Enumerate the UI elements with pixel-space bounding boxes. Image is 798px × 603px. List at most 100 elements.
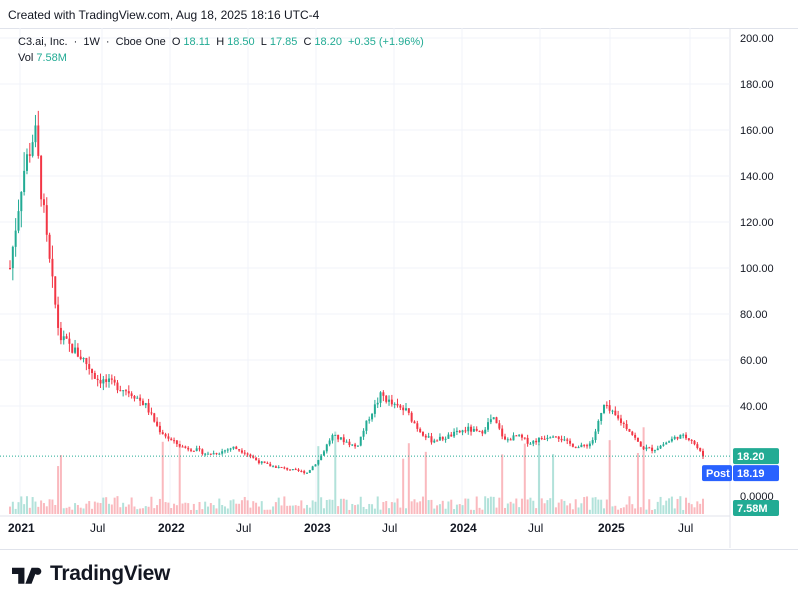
candle-body — [447, 434, 450, 439]
volume-bar — [436, 505, 439, 514]
volume-bar — [653, 509, 656, 514]
volume-bar — [470, 509, 473, 514]
volume-bar — [215, 508, 218, 514]
volume-bar — [560, 499, 563, 514]
candle-body — [455, 430, 458, 432]
volume-bar — [173, 503, 176, 514]
volume-bar — [580, 503, 583, 514]
candle-body — [204, 453, 207, 455]
candle-body — [139, 397, 142, 401]
volume-bar — [489, 496, 492, 514]
candle-body — [252, 456, 255, 458]
x-tick-label: 2025 — [598, 521, 625, 535]
volume-bar — [351, 503, 354, 514]
candle-body — [396, 403, 399, 406]
volume-bar — [243, 496, 246, 514]
volume-bar — [113, 497, 116, 514]
volume-bar — [280, 505, 283, 514]
candle-body — [382, 392, 385, 396]
candle-body — [659, 445, 662, 449]
candle-body — [113, 379, 116, 383]
volume-bar — [506, 503, 509, 514]
candle-body — [277, 466, 280, 468]
volume-bar — [79, 507, 82, 514]
volume-bar — [464, 498, 467, 514]
volume-bar — [651, 509, 654, 514]
volume-bar — [291, 505, 294, 514]
candle-body — [569, 440, 572, 444]
candle-body — [393, 403, 396, 405]
volume-bar — [588, 509, 591, 514]
volume-bar — [102, 497, 105, 514]
volume-bar — [416, 502, 419, 514]
candle-body — [631, 431, 634, 435]
volume-bar — [156, 505, 159, 514]
candle-body — [625, 423, 628, 429]
candle-body — [526, 437, 529, 444]
candle-body — [306, 472, 308, 474]
candle-body — [540, 438, 543, 440]
candle-body — [467, 426, 470, 432]
candle-body — [549, 437, 552, 439]
tradingview-logo-icon — [12, 567, 42, 584]
candle-body — [407, 408, 410, 413]
candle-body — [48, 234, 51, 259]
candle-body — [207, 453, 209, 455]
candle-body — [636, 437, 639, 442]
x-tick-label: 2022 — [158, 521, 185, 535]
volume-bar — [484, 496, 487, 514]
candle-body — [105, 379, 108, 382]
volume-bar — [373, 508, 376, 514]
candle-body — [515, 435, 518, 437]
volume-bar — [413, 499, 416, 514]
volume-bar — [91, 508, 94, 514]
volume-bar — [20, 496, 23, 514]
volume-bar — [65, 507, 68, 514]
volume-bar — [96, 502, 99, 514]
candle-body — [260, 461, 263, 464]
candle-body — [354, 444, 357, 447]
volume-bar — [167, 502, 170, 514]
volume-bar — [611, 506, 614, 514]
volume-bar — [636, 452, 639, 514]
volume-bar — [441, 500, 444, 514]
volume-bar — [232, 499, 235, 514]
volume-bar — [362, 506, 365, 514]
volume-bar — [617, 509, 620, 514]
candle-body — [421, 432, 424, 436]
last-price-badge-bg — [733, 448, 779, 465]
volume-bar — [597, 499, 600, 514]
candle-body — [368, 419, 371, 421]
chart-area[interactable] — [0, 28, 798, 550]
volume-bar — [334, 431, 337, 514]
candle-body — [642, 446, 645, 450]
legend-open: 18.11 — [183, 36, 211, 48]
candle-body — [603, 404, 605, 413]
candle-body — [9, 268, 11, 269]
volume-bar — [382, 502, 385, 514]
candle-body — [289, 469, 292, 471]
candle-body — [31, 142, 34, 156]
y-tick-label: 180.00 — [740, 79, 774, 91]
volume-bar — [48, 499, 51, 514]
candle-body — [37, 125, 40, 156]
volume-bar — [51, 499, 54, 514]
candle-body — [240, 450, 243, 453]
candle-body — [175, 440, 178, 445]
candle-body — [546, 437, 549, 440]
candle-body — [498, 423, 501, 429]
volume-bar — [659, 496, 662, 514]
volume-bar — [478, 507, 481, 514]
candle-body — [88, 364, 91, 370]
candle-body — [158, 425, 161, 433]
candle-body — [102, 379, 105, 384]
post-price-badge: 18.19 — [737, 468, 765, 480]
candle-body — [690, 439, 693, 441]
volume-bar — [345, 499, 348, 514]
volume-bar — [557, 502, 560, 514]
candle-body — [410, 412, 413, 422]
volume-bar — [668, 498, 671, 514]
volume-bar — [549, 498, 552, 514]
legend-exchange: Cboe One — [115, 36, 166, 48]
